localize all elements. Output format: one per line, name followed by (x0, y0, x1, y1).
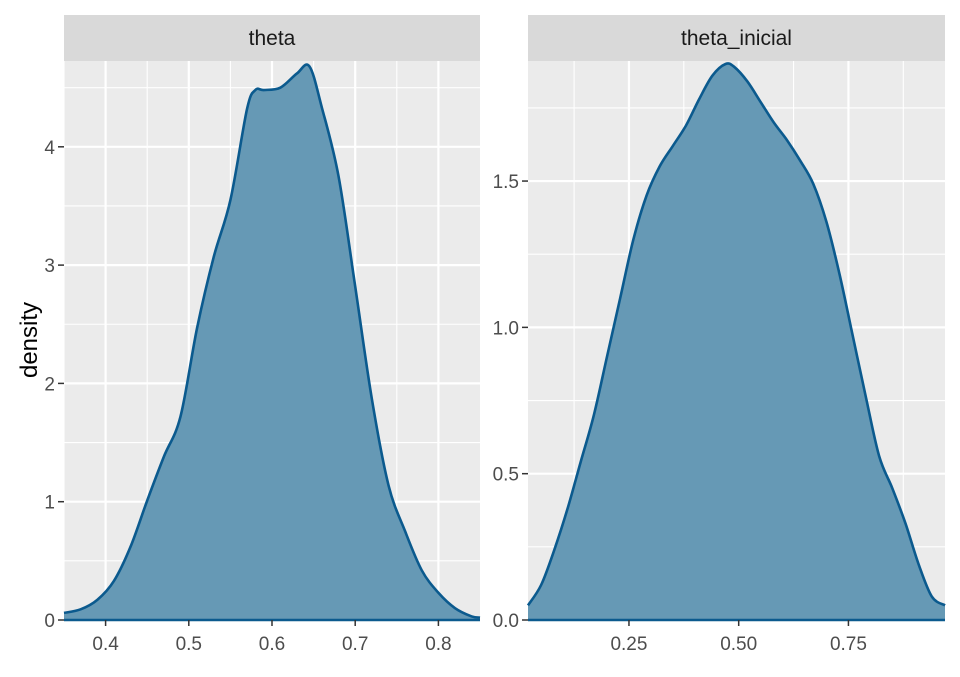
facet-strip-theta_inicial (528, 15, 945, 61)
x-tick-label-theta_inicial-1: 0.50 (720, 634, 757, 655)
y-tick-label-theta_inicial-3: 1.5 (493, 172, 519, 193)
y-tick-label-theta-0: 0 (44, 611, 55, 632)
x-tick-label-theta-3: 0.7 (342, 634, 368, 655)
x-tick-label-theta-1: 0.5 (176, 634, 202, 655)
x-tick-label-theta-0: 0.4 (92, 634, 119, 655)
x-tick-label-theta-4: 0.8 (425, 634, 451, 655)
x-tick-label-theta_inicial-0: 0.25 (610, 634, 647, 655)
facet-strip-label-theta_inicial: theta_inicial (681, 27, 792, 50)
density-area-theta_inicial (528, 63, 945, 620)
y-tick-label-theta_inicial-2: 1.0 (493, 318, 519, 339)
y-tick-label-theta-3: 3 (44, 256, 55, 277)
y-tick-label-theta-4: 4 (44, 138, 55, 159)
facet-strip-label-theta: theta (249, 27, 296, 50)
density-line-theta (63, 63, 481, 619)
y-tick-label-theta-2: 2 (44, 374, 55, 395)
y-axis-title: density (16, 302, 43, 378)
facet-strip-theta (64, 15, 480, 61)
density-area-theta (64, 64, 480, 621)
density-line-theta_inicial (526, 62, 946, 607)
y-tick-label-theta-1: 1 (44, 493, 55, 514)
y-tick-label-theta_inicial-0: 0.0 (493, 611, 519, 632)
x-tick-label-theta-2: 0.6 (259, 634, 285, 655)
y-tick-label-theta_inicial-1: 0.5 (493, 465, 519, 486)
x-tick-label-theta_inicial-2: 0.75 (830, 634, 867, 655)
